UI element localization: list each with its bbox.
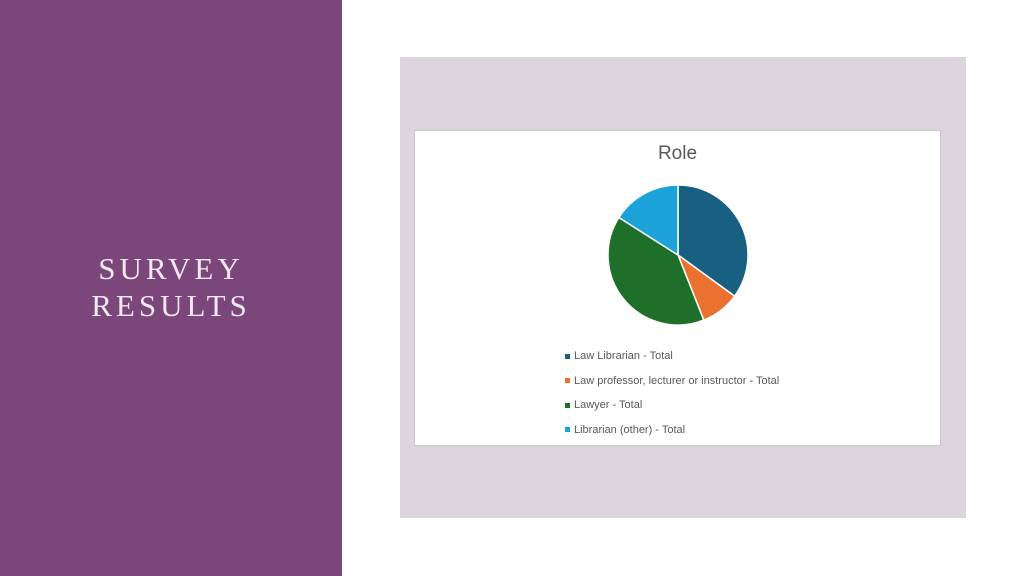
legend-swatch (565, 427, 570, 433)
slide-title-line-2: RESULTS (91, 288, 251, 323)
legend-item: Law professor, lecturer or instructor - … (565, 369, 779, 394)
pie-slice (617, 184, 679, 257)
chart-legend: Law Librarian - Total Law professor, lec… (565, 344, 779, 442)
slide-title-line-1: SURVEY (98, 251, 244, 286)
legend-item: Librarian (other) - Total (565, 418, 779, 443)
legend-item: Lawyer - Total (565, 393, 779, 418)
slide-title: SURVEY RESULTS (0, 250, 342, 324)
chart-title: Role (657, 143, 698, 164)
legend-label: Law professor, lecturer or instructor - … (574, 374, 780, 387)
pie-chart (607, 184, 749, 326)
legend-swatch (565, 378, 570, 384)
chart-card: Role Law Librarian - Total Law professor… (414, 130, 941, 446)
legend-swatch (565, 402, 570, 408)
pie-slice (677, 184, 749, 298)
title-panel (0, 0, 342, 576)
legend-swatch (565, 353, 570, 359)
legend-label: Librarian (other) - Total (574, 423, 686, 436)
legend-item: Law Librarian - Total (565, 344, 779, 369)
pie-slice (607, 216, 705, 326)
legend-label: Law Librarian - Total (574, 350, 673, 363)
legend-label: Lawyer - Total (574, 399, 643, 412)
